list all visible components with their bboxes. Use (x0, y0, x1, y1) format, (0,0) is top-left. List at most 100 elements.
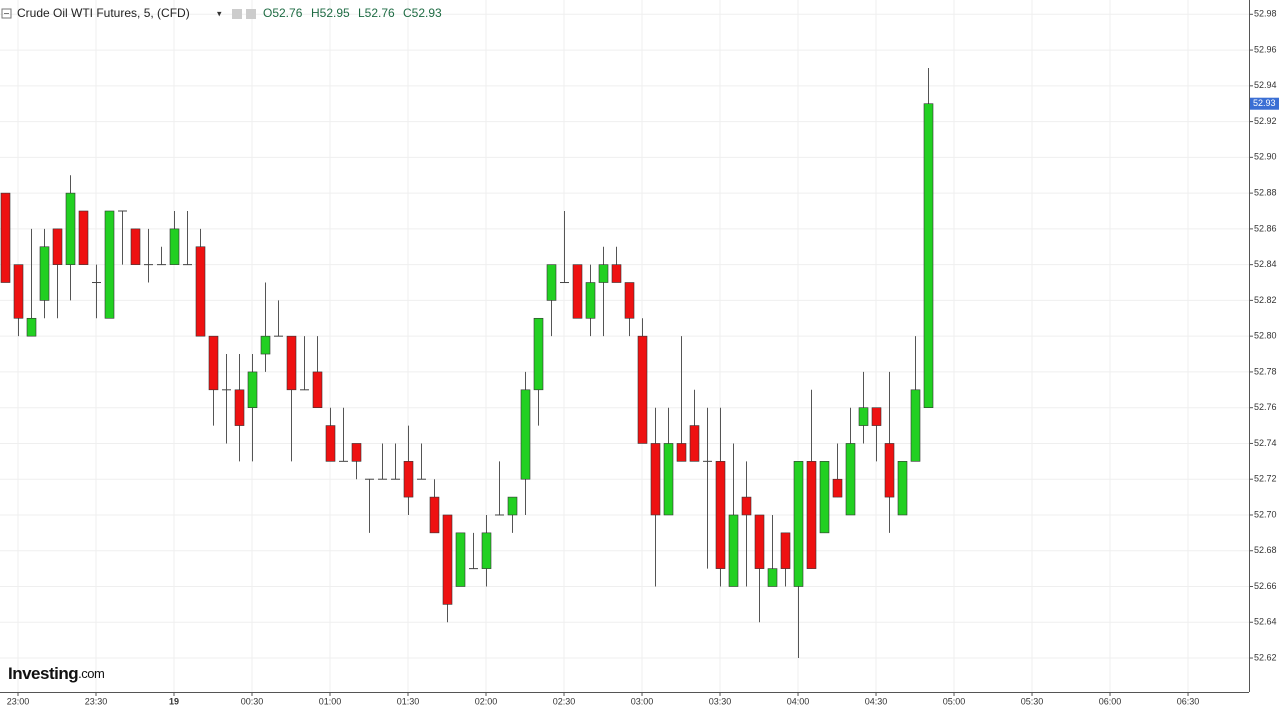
candle-body (715, 461, 726, 569)
ohlc-low: L52.76 (358, 6, 395, 20)
candle-body (910, 389, 921, 462)
candle-body (130, 228, 141, 265)
y-tick-label: 52.80 (1254, 331, 1277, 341)
candle-body (845, 443, 856, 516)
candle-body (598, 264, 609, 283)
candle-body (104, 210, 115, 319)
candle-body (26, 317, 37, 337)
settings-icon[interactable] (232, 9, 242, 19)
x-tick-label: 04:00 (787, 696, 810, 706)
y-tick-label: 52.72 (1254, 474, 1277, 484)
logo: Investing.com (8, 664, 104, 683)
candle-body (884, 443, 895, 498)
x-tick-label: 23:30 (85, 696, 108, 706)
candle-body (741, 496, 752, 516)
candle-body (689, 425, 700, 462)
candle-body (520, 389, 531, 480)
close-icon[interactable] (246, 9, 256, 19)
y-tick-label: 52.84 (1254, 259, 1277, 269)
candle-body (507, 496, 518, 516)
candle-body (858, 407, 869, 426)
x-tick-label: 01:30 (397, 696, 420, 706)
ohlc-high: H52.95 (311, 6, 350, 20)
candle-body (286, 335, 297, 391)
candle-body (611, 264, 622, 283)
x-tick-label: 06:00 (1099, 696, 1122, 706)
candle-body (351, 443, 362, 462)
y-tick-label: 52.98 (1254, 9, 1277, 19)
candle-body (676, 443, 687, 462)
logo-main: Investing (8, 664, 78, 683)
y-tick-label: 52.68 (1254, 545, 1277, 555)
candle-body (208, 335, 219, 391)
candle-body (403, 461, 414, 498)
candle-body (780, 532, 791, 569)
last-price-label: 52.93 (1253, 98, 1276, 108)
x-tick-label: 02:30 (553, 696, 576, 706)
x-tick-label: 23:00 (7, 696, 30, 706)
candle-body (312, 371, 323, 408)
y-tick-label: 52.62 (1254, 652, 1277, 662)
candle-body (572, 264, 583, 319)
collapse-icon[interactable] (1, 8, 12, 19)
candle-body (247, 371, 258, 408)
y-tick-label: 52.86 (1254, 223, 1277, 233)
y-tick-label: 52.90 (1254, 152, 1277, 162)
candle-body (169, 228, 180, 265)
candle-body (455, 532, 466, 587)
candles (0, 67, 934, 659)
candle-body (897, 461, 908, 516)
x-tick-label: 03:30 (709, 696, 732, 706)
x-tick-label: 19 (169, 696, 179, 706)
candle-body (0, 192, 11, 283)
candle-body (663, 443, 674, 516)
y-tick-label: 52.66 (1254, 581, 1277, 591)
x-tick-label: 05:00 (943, 696, 966, 706)
y-tick-label: 52.78 (1254, 366, 1277, 376)
dropdown-arrow[interactable]: ▾ (217, 8, 222, 18)
candle-body (585, 282, 596, 319)
y-tick-label: 52.74 (1254, 438, 1277, 448)
candle-body (234, 389, 245, 426)
y-tick-label: 52.76 (1254, 402, 1277, 412)
candle-body (767, 568, 778, 587)
candle-body (754, 514, 765, 569)
candle-body (481, 532, 492, 569)
x-tick-label: 01:00 (319, 696, 342, 706)
y-tick-label: 52.70 (1254, 509, 1277, 519)
x-tick-label: 02:00 (475, 696, 498, 706)
candle-body (429, 496, 440, 534)
candle-body (832, 478, 843, 498)
y-tick-label: 52.82 (1254, 295, 1277, 305)
candle-body (52, 228, 63, 265)
candle-body (195, 246, 206, 337)
candle-body (260, 335, 271, 355)
ohlc-close: C52.93 (403, 6, 442, 20)
candle-body (728, 514, 739, 587)
candle-body (806, 461, 817, 569)
ohlc-open: O52.76 (263, 6, 303, 20)
x-tick-label: 05:30 (1021, 696, 1044, 706)
candle-body (624, 282, 635, 319)
candle-body (65, 192, 76, 265)
candle-body (39, 246, 50, 301)
candle-body (78, 210, 89, 265)
candle-body (533, 317, 544, 391)
logo-suffix: .com (78, 666, 104, 681)
y-tick-label: 52.88 (1254, 187, 1277, 197)
candle-body (546, 264, 557, 301)
last-price-tag (1250, 97, 1279, 110)
candle-body (13, 264, 24, 319)
candle-body (325, 425, 336, 462)
y-tick-label: 52.94 (1254, 80, 1277, 90)
chart-title: Crude Oil WTI Futures, 5, (CFD) (17, 6, 190, 20)
y-tick-label: 52.96 (1254, 44, 1277, 54)
candle-body (871, 407, 882, 426)
y-tick-label: 52.92 (1254, 116, 1277, 126)
candle-body (650, 443, 661, 516)
candle-body (637, 335, 648, 444)
x-tick-label: 00:30 (241, 696, 264, 706)
x-tick-label: 03:00 (631, 696, 654, 706)
candle-body (923, 103, 934, 408)
